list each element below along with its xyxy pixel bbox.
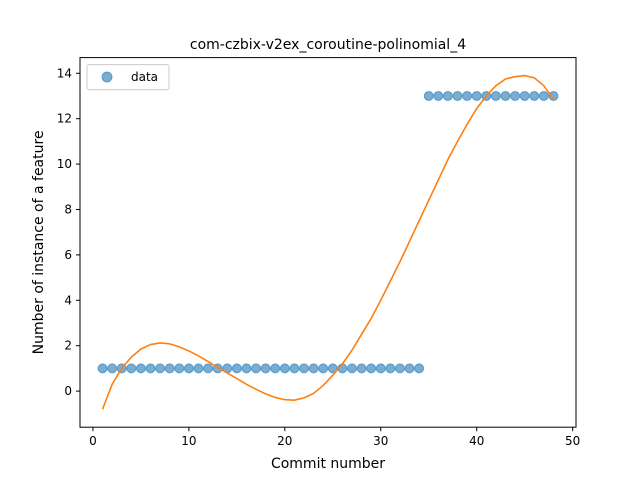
x-tick-label: 0 [89, 434, 97, 448]
x-tick-label: 10 [181, 434, 196, 448]
data-point [490, 90, 501, 101]
data-point [529, 90, 540, 101]
x-axis-ticks: 0 10 20 30 40 50 [89, 427, 580, 448]
data-point [510, 90, 521, 101]
data-point [452, 90, 463, 101]
data-point [356, 363, 367, 374]
data-point [193, 363, 204, 374]
y-tick-label: 6 [64, 248, 72, 262]
y-tick-label: 4 [64, 293, 72, 307]
data-point [318, 363, 329, 374]
data-point [433, 90, 444, 101]
data-point [423, 90, 434, 101]
legend: data [86, 64, 170, 91]
y-tick-label: 2 [64, 339, 72, 353]
x-tick-label: 30 [373, 434, 388, 448]
data-point [299, 363, 310, 374]
data-point [174, 363, 185, 374]
data-point [145, 363, 156, 374]
data-point [251, 363, 262, 374]
data-point [414, 363, 425, 374]
data-point [270, 363, 281, 374]
data-point [164, 363, 175, 374]
data-point [471, 90, 482, 101]
data-point [404, 363, 415, 374]
data-point [442, 90, 453, 101]
legend-label-data: data [131, 70, 158, 84]
y-tick-label: 12 [57, 112, 72, 126]
data-point [327, 363, 338, 374]
data-point [308, 363, 319, 374]
data-point [346, 363, 357, 374]
data-point [107, 363, 118, 374]
data-point [126, 363, 137, 374]
data-point [500, 90, 511, 101]
y-axis-ticks: 0 2 4 6 8 10 12 14 [57, 66, 80, 398]
y-tick-label: 10 [57, 157, 72, 171]
data-point [260, 363, 271, 374]
fit-line [101, 74, 555, 410]
data-point [135, 363, 146, 374]
data-point [97, 363, 108, 374]
chart-title: com-czbix-v2ex_coroutine-polinomial_4 [190, 37, 466, 53]
data-point [548, 90, 559, 101]
data-point [538, 90, 549, 101]
y-tick-label: 0 [64, 384, 72, 398]
x-axis-label: Commit number [271, 456, 385, 472]
data-point [241, 363, 252, 374]
data-point [394, 363, 405, 374]
data-point [519, 90, 530, 101]
y-tick-label: 14 [57, 66, 72, 80]
data-point [289, 363, 300, 374]
data-point [366, 363, 377, 374]
y-axis-label: Number of instance of a feature [31, 130, 47, 354]
plot-area [97, 74, 559, 410]
data-point [385, 363, 396, 374]
legend-marker-data [101, 71, 113, 83]
data-point [375, 363, 386, 374]
axes-frame [79, 57, 577, 428]
data-point [279, 363, 290, 374]
data-point [462, 90, 473, 101]
x-tick-label: 20 [277, 434, 292, 448]
data-point [183, 363, 194, 374]
data-point [231, 363, 242, 374]
data-point [203, 363, 214, 374]
y-tick-label: 8 [64, 202, 72, 216]
x-tick-label: 50 [565, 434, 580, 448]
x-tick-label: 40 [469, 434, 484, 448]
legend-box [86, 64, 170, 91]
data-point [155, 363, 166, 374]
